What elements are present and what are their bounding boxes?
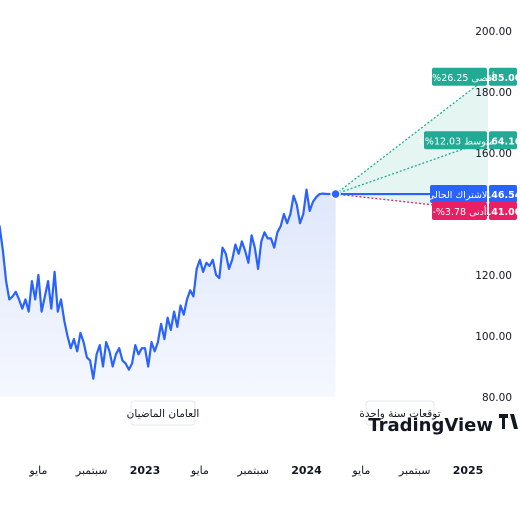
price-label-low-box xyxy=(489,201,517,220)
future-panel-label-box xyxy=(365,400,435,426)
forecast-tag-current: الاشتراك الحالي xyxy=(427,190,490,201)
x-tick-label: 2024 xyxy=(291,464,322,477)
x-tick-label: سبتمبر xyxy=(236,464,269,477)
forecast-tag-high-box xyxy=(432,67,487,86)
forecast-low-line xyxy=(335,193,489,212)
y-tick-label: 200.00 xyxy=(475,26,512,38)
tradingview-logo-icon xyxy=(499,414,518,429)
x-tick-label: مايو xyxy=(190,464,209,477)
y-tick-label: 80.00 xyxy=(482,392,512,404)
price-label-current-box xyxy=(489,185,517,204)
tradingview-watermark: TradingView xyxy=(368,415,493,436)
price-label-current: 146.54 xyxy=(485,190,520,201)
price-label-average-box xyxy=(489,131,517,150)
forecast-high-line xyxy=(335,76,489,195)
forecast-tag-low: أدنى 3.78%- xyxy=(432,205,486,218)
y-tick-label: 100.00 xyxy=(475,331,512,343)
y-tick-label: 180.00 xyxy=(475,87,512,99)
current-price-marker xyxy=(330,188,341,200)
price-history-line xyxy=(0,188,336,380)
price-label-high-box xyxy=(489,67,517,86)
past-panel-label: العامان الماضيان xyxy=(127,408,200,420)
forecast-tag-high: أقصى 26.25%+ xyxy=(424,71,495,84)
forecast-tag-average-box xyxy=(424,131,487,150)
forecast-average-line xyxy=(335,139,489,195)
forecast-fan-area xyxy=(335,76,488,211)
x-tick-label: مايو xyxy=(28,464,47,477)
x-tick-label: سبتمبر xyxy=(398,464,431,477)
forecast-tag-average: متوسط 12.03%+ xyxy=(417,136,494,147)
future-panel-label: توقعات سنة واحدة xyxy=(359,408,440,420)
forecast-tag-current-box xyxy=(430,185,487,204)
price-label-high: 185.00 xyxy=(485,73,520,84)
price-label-average: 164.16 xyxy=(485,136,520,147)
x-tick-label: سبتمبر xyxy=(75,464,108,477)
price-label-low: 141.00 xyxy=(485,207,520,218)
past-panel-label-box xyxy=(130,400,196,426)
x-tick-label: 2023 xyxy=(130,464,161,477)
y-tick-label: 120.00 xyxy=(475,270,512,282)
x-tick-label: 2025 xyxy=(453,464,484,477)
x-tick-label: مايو xyxy=(351,464,370,477)
y-tick-label: 160.00 xyxy=(475,148,512,160)
forecast-tag-low-box xyxy=(432,201,487,220)
